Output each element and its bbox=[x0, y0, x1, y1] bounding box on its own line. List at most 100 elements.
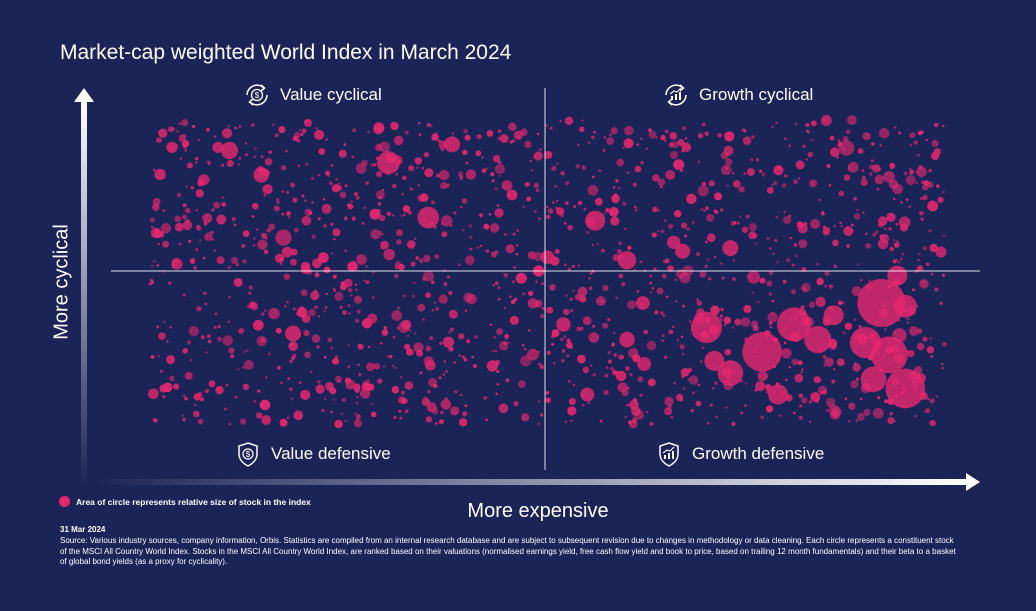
stock-bubble bbox=[344, 184, 348, 188]
stock-bubble bbox=[690, 408, 694, 413]
stock-bubble bbox=[684, 137, 688, 140]
stock-bubble bbox=[190, 186, 194, 190]
stock-bubble bbox=[499, 341, 509, 351]
stock-bubble bbox=[626, 403, 629, 407]
stock-bubble bbox=[407, 240, 416, 249]
stock-bubble bbox=[633, 409, 645, 420]
stock-bubble bbox=[206, 334, 211, 339]
stock-bubble bbox=[392, 183, 397, 189]
stock-bubble bbox=[878, 221, 885, 228]
stock-bubble bbox=[741, 128, 746, 133]
stock-bubble bbox=[169, 145, 172, 148]
stock-bubble bbox=[153, 260, 156, 263]
stock-bubble bbox=[664, 355, 668, 359]
stock-bubble bbox=[499, 134, 509, 143]
stock-bubble bbox=[853, 196, 857, 201]
stock-bubble-large bbox=[253, 167, 270, 183]
dollar-cycle-icon: $ bbox=[246, 84, 268, 106]
stock-bubble bbox=[409, 187, 413, 191]
stock-bubble bbox=[398, 321, 410, 333]
stock-bubble bbox=[494, 349, 498, 353]
stock-bubble bbox=[233, 277, 243, 288]
stock-bubble bbox=[537, 400, 541, 403]
stock-bubble-large bbox=[885, 368, 926, 409]
stock-bubble bbox=[454, 390, 458, 394]
stock-bubble bbox=[788, 366, 791, 369]
stock-bubble bbox=[664, 407, 673, 416]
stock-bubble bbox=[398, 263, 405, 271]
stock-bubble bbox=[602, 284, 609, 292]
stock-bubble bbox=[182, 417, 186, 422]
stock-bubble-large bbox=[580, 387, 595, 402]
stock-bubble bbox=[469, 247, 473, 251]
stock-bubble bbox=[776, 165, 782, 171]
stock-bubble bbox=[795, 160, 805, 170]
stock-bubble bbox=[211, 238, 214, 241]
stock-bubble bbox=[509, 295, 512, 298]
stock-bubble bbox=[404, 409, 409, 414]
stock-bubble bbox=[403, 213, 406, 216]
stock-bubble bbox=[382, 365, 386, 368]
stock-bubble bbox=[745, 214, 750, 219]
stock-bubble bbox=[565, 341, 573, 349]
stock-bubble bbox=[498, 403, 509, 414]
stock-bubble bbox=[805, 158, 808, 161]
stock-bubble bbox=[442, 373, 445, 376]
stock-bubble bbox=[221, 202, 226, 207]
stock-bubble bbox=[334, 419, 343, 429]
stock-bubble bbox=[810, 120, 817, 127]
stock-bubble bbox=[664, 258, 670, 264]
stock-bubble bbox=[577, 264, 581, 267]
stock-bubble bbox=[564, 420, 567, 423]
stock-bubble-large bbox=[444, 136, 461, 153]
stock-bubble bbox=[330, 410, 333, 414]
stock-bubble bbox=[195, 248, 198, 251]
stock-bubble bbox=[464, 309, 468, 312]
stock-bubble bbox=[723, 316, 731, 324]
stock-bubble bbox=[815, 296, 826, 307]
stock-bubble bbox=[213, 201, 221, 209]
stock-bubble bbox=[522, 292, 525, 296]
stock-bubble-large bbox=[220, 141, 239, 160]
stock-bubble bbox=[221, 163, 225, 167]
stock-bubble bbox=[334, 291, 344, 301]
stock-bubble bbox=[401, 193, 404, 196]
stock-bubble bbox=[515, 252, 519, 256]
stock-bubble bbox=[688, 320, 692, 323]
stock-bubble bbox=[909, 169, 915, 175]
stock-bubble bbox=[757, 370, 768, 382]
stock-bubble bbox=[287, 377, 291, 380]
stock-bubble bbox=[162, 394, 166, 399]
stock-bubble bbox=[505, 378, 510, 383]
quadrant-value-defensive: $ Value defensive bbox=[234, 440, 391, 468]
quadrant-value-cyclical: $ Value cyclical bbox=[243, 81, 382, 109]
stock-bubble bbox=[640, 137, 643, 140]
stock-bubble bbox=[935, 395, 938, 398]
stock-bubble bbox=[488, 213, 492, 216]
stock-bubble bbox=[483, 223, 490, 230]
stock-bubble bbox=[227, 265, 231, 269]
stock-bubble bbox=[166, 355, 176, 365]
stock-bubble bbox=[595, 296, 606, 306]
stock-bubble bbox=[308, 308, 316, 317]
stock-bubble bbox=[151, 265, 154, 268]
stock-bubble bbox=[325, 138, 328, 141]
stock-bubble bbox=[720, 262, 723, 265]
stock-bubble bbox=[769, 325, 773, 329]
stock-bubble bbox=[185, 185, 188, 188]
stock-bubble bbox=[184, 371, 193, 380]
stock-bubble bbox=[202, 213, 213, 224]
stock-bubble bbox=[407, 209, 411, 213]
stock-bubble bbox=[842, 147, 846, 151]
stock-bubble bbox=[917, 130, 923, 136]
stock-bubble bbox=[732, 277, 736, 281]
stock-bubble bbox=[929, 419, 936, 427]
stock-bubble bbox=[577, 202, 581, 205]
stock-bubble bbox=[351, 155, 354, 159]
stock-bubble bbox=[565, 181, 570, 186]
stock-bubble bbox=[308, 211, 313, 215]
stock-bubble bbox=[228, 347, 235, 354]
stock-bubble bbox=[216, 214, 227, 225]
stock-bubble bbox=[176, 130, 179, 133]
stock-bubble bbox=[303, 329, 310, 337]
